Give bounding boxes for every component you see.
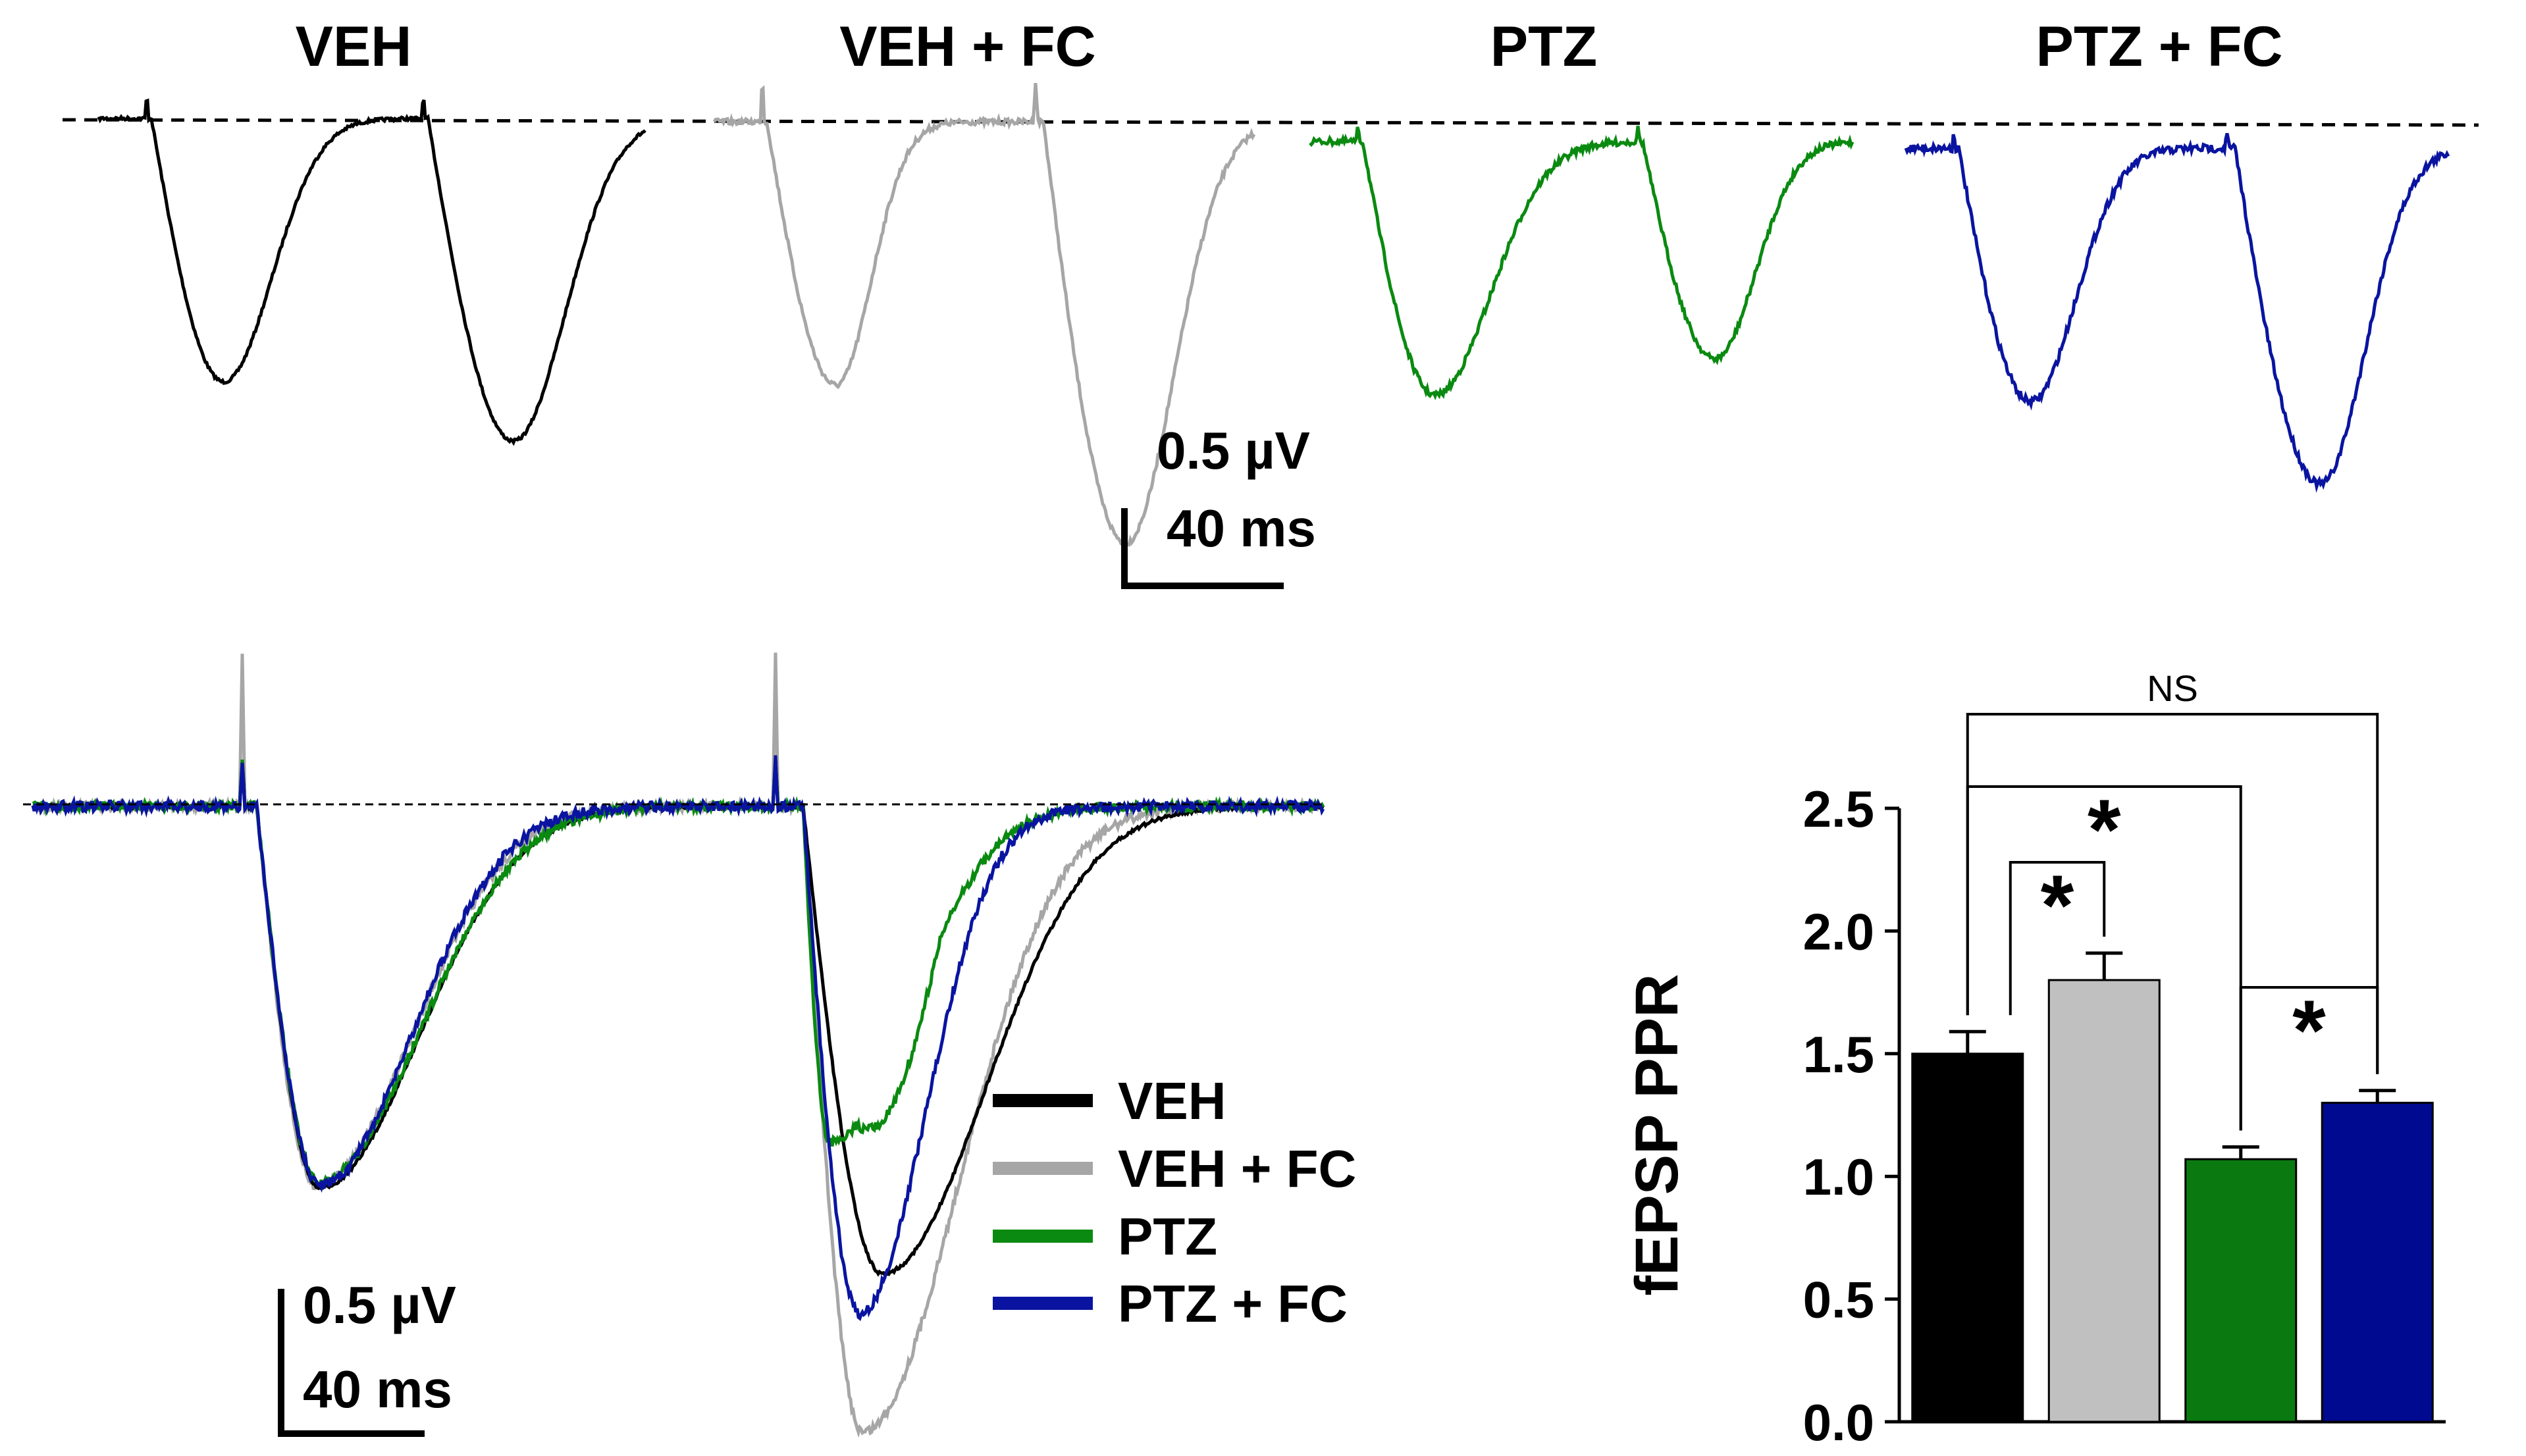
significance-label-3: NS (2147, 667, 2198, 709)
overlay-scale-time: 40 ms (303, 1360, 452, 1418)
group-title-veh: VEH (296, 15, 412, 78)
legend-label-veh-fc: VEH + FC (1118, 1139, 1356, 1198)
top-scale-time: 40 ms (1167, 499, 1316, 558)
legend-label-ptz: PTZ (1118, 1207, 1217, 1266)
trace-veh (97, 98, 646, 446)
top-scale-amplitude: 0.5 µV (1157, 421, 1310, 480)
y-tick-label: 1.5 (1803, 1026, 1874, 1083)
bars (1911, 951, 2434, 1423)
bar-1 (2047, 979, 2161, 1423)
bar-3 (2321, 1101, 2434, 1423)
significance-label-2: * (2292, 982, 2326, 1078)
y-tick-label: 0.5 (1803, 1271, 1874, 1329)
significance-bracket-3 (1966, 713, 2379, 1074)
significance-brackets: ***NS (1966, 667, 2379, 1131)
top-traces-panel: VEH VEH + FC PTZ PTZ + FC 0.5 µV 40 ms (62, 15, 2479, 589)
trace-veh-fc (712, 82, 1256, 550)
y-tick-label: 2.0 (1803, 902, 1874, 960)
ppr-bar-chart: 0.00.51.01.52.02.5 ***NS fEPSP PPR (1623, 667, 2446, 1451)
significance-label-1: * (2088, 781, 2121, 877)
overlay-legend: VEH VEH + FC PTZ PTZ + FC (993, 1072, 1356, 1333)
overlay-scale-amplitude: 0.5 µV (303, 1276, 456, 1334)
y-tick-label: 0.0 (1803, 1393, 1874, 1451)
y-ticks: 0.0 0.5 1.0 1.5 2.0 2.5 (1803, 780, 1899, 1451)
overlay-trace-ptz-fc (31, 755, 1325, 1321)
y-axis-label: fEPSP PPR (1623, 974, 1691, 1295)
group-title-ptz: PTZ (1490, 15, 1597, 78)
legend-label-veh: VEH (1118, 1072, 1226, 1130)
y-tick-label: 1.0 (1803, 1148, 1874, 1206)
bar-0 (1911, 1053, 2024, 1423)
top-scale-bar: 0.5 µV 40 ms (1121, 421, 1316, 589)
bar-2 (2184, 1158, 2298, 1423)
legend-label-ptz-fc: PTZ + FC (1118, 1274, 1348, 1333)
group-title-ptz-fc: PTZ + FC (2036, 15, 2282, 78)
group-title-veh-fc: VEH + FC (839, 15, 1095, 78)
significance-bracket-0 (2009, 861, 2106, 1016)
overlay-scale-bar: 0.5 µV 40 ms (278, 1276, 456, 1437)
top-baseline (62, 118, 2479, 127)
trace-ptz-fc (1904, 133, 2450, 493)
y-tick-label: 2.5 (1803, 780, 1874, 838)
overlay-panel: VEH VEH + FC PTZ PTZ + FC 0.5 µV 40 ms (23, 652, 1356, 1438)
significance-label-0: * (2041, 857, 2074, 953)
trace-ptz (1309, 126, 1855, 401)
